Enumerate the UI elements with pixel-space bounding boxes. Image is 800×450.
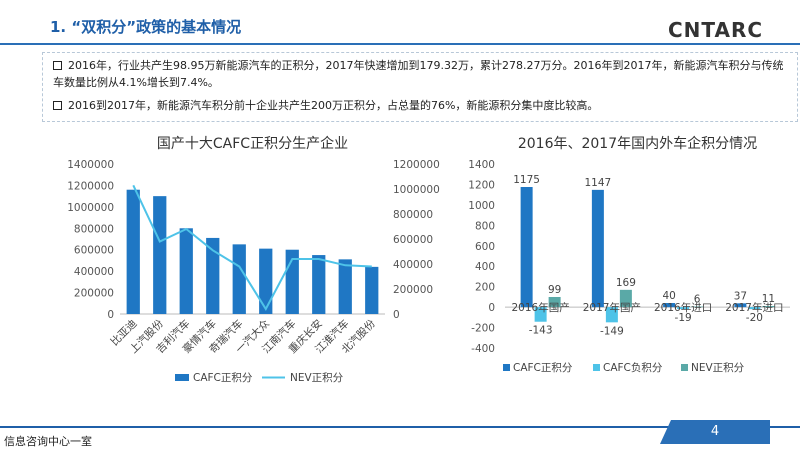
left-axis-tick-label: 400000 xyxy=(74,266,114,278)
summary-box: 2016年，行业共产生98.95万新能源汽车的正积分，2017年快速增加到179… xyxy=(42,52,798,122)
y-axis-tick-label: 0 xyxy=(488,302,495,314)
footer-department: 信息咨询中心一室 xyxy=(4,435,92,448)
credit-data-label: 6 xyxy=(694,293,701,305)
left-axis-tick-label: 1400000 xyxy=(67,159,114,171)
left-axis-tick-label: 0 xyxy=(107,309,114,321)
credit-data-label: 169 xyxy=(616,277,636,289)
credit-bar xyxy=(663,303,676,308)
left-axis-tick-label: 800000 xyxy=(74,223,114,235)
title-divider xyxy=(0,43,800,45)
legend-nev-label: NEV正积分 xyxy=(290,372,344,384)
cafc-bar xyxy=(259,248,273,314)
bullet-square-icon xyxy=(53,61,62,70)
left-axis-tick-label: 1200000 xyxy=(67,180,114,192)
cafc-bar xyxy=(126,189,140,314)
legend-cafc-swatch xyxy=(175,374,189,381)
cntarc-logo: CNTARC xyxy=(668,18,764,42)
y-axis-tick-label: -200 xyxy=(471,323,495,335)
left-axis-tick-label: 200000 xyxy=(74,288,114,300)
y-axis-tick-label: 600 xyxy=(475,241,495,253)
credit-data-label: -19 xyxy=(675,312,692,324)
credit-data-label: 1175 xyxy=(513,174,540,186)
right-axis-tick-label: 200000 xyxy=(393,284,433,296)
right-axis-tick-label: 0 xyxy=(393,309,400,321)
credit-data-label: -143 xyxy=(529,325,553,337)
x-category-label: 2016年进口 xyxy=(654,301,712,314)
y-axis-tick-label: 800 xyxy=(475,220,495,232)
credit-data-label: 99 xyxy=(548,284,561,296)
cafc-bar xyxy=(206,237,220,314)
y-axis-tick-label: 200 xyxy=(475,282,495,294)
cafc-bar xyxy=(179,228,193,314)
credit-data-label: -20 xyxy=(746,312,763,324)
right-axis-tick-label: 600000 xyxy=(393,234,433,246)
right-axis-tick-label: 400000 xyxy=(393,259,433,271)
x-category-label: 2016年国产 xyxy=(512,301,570,314)
footer-divider xyxy=(0,426,800,428)
cafc-bar xyxy=(338,259,352,314)
credit-bar xyxy=(548,296,561,308)
y-axis-tick-label: 1200 xyxy=(468,179,495,191)
credit-bar xyxy=(677,307,690,310)
x-category-label: 2017年国产 xyxy=(583,301,641,314)
domestic-import-credit-chart: 2016年、2017年国内外车企积分情况 -400 -200 0 200 400 600 80… xyxy=(468,135,790,374)
right-axis-tick-label: 800000 xyxy=(393,209,433,221)
bullet-square-icon xyxy=(53,101,62,110)
credit-bar xyxy=(605,307,618,323)
summary-bullet-1-text: 2016年，行业共产生98.95万新能源汽车的正积分，2017年快速增加到179… xyxy=(53,59,784,89)
left-axis-tick-label: 600000 xyxy=(74,245,114,257)
credit-bar xyxy=(534,307,547,322)
credit-data-label: 37 xyxy=(734,290,747,302)
legend-swatch xyxy=(681,364,688,371)
cafc-bar xyxy=(365,266,379,314)
nev-line xyxy=(132,184,372,312)
credit-data-label: 40 xyxy=(662,290,675,302)
credit-data-label: 11 xyxy=(762,293,775,305)
credit-bar xyxy=(762,305,775,308)
x-category-label: 2017年进口 xyxy=(725,301,783,314)
credit-bar xyxy=(520,187,533,308)
legend-label: CAFC负积分 xyxy=(603,361,663,374)
page-number: 4 xyxy=(660,420,770,444)
cafc-top10-chart: 国产十大CAFC正积分生产企业 0 200000 400000 600000 800000… xyxy=(67,135,440,384)
y-axis-tick-label: -400 xyxy=(471,343,495,355)
cafc-bar xyxy=(153,196,167,314)
legend-swatch xyxy=(503,364,510,371)
legend-swatch xyxy=(593,364,600,371)
credit-bar xyxy=(748,307,761,310)
y-axis-tick-label: 400 xyxy=(475,261,495,273)
left-axis-tick-label: 1000000 xyxy=(67,202,114,214)
y-axis-tick-label: 1400 xyxy=(468,159,495,171)
chart-title: 国产十大CAFC正积分生产企业 xyxy=(157,135,348,152)
legend-label: NEV正积分 xyxy=(691,362,745,374)
credit-data-label: -149 xyxy=(600,325,624,337)
right-axis-tick-label: 1200000 xyxy=(393,159,440,171)
legend-label: CAFC正积分 xyxy=(513,362,573,374)
credit-bar xyxy=(619,289,632,308)
y-axis-tick-label: 1000 xyxy=(468,200,495,212)
chart-title: 2016年、2017年国内外车企积分情况 xyxy=(518,135,757,152)
summary-bullet-2: 2016到2017年，新能源汽车积分前十企业共产生200万正积分，占总量的76%… xyxy=(53,97,791,114)
credit-bar xyxy=(591,189,604,308)
legend-cafc-label: CAFC正积分 xyxy=(193,372,253,384)
credit-bar xyxy=(691,306,704,308)
cafc-bar xyxy=(232,244,246,314)
right-axis-tick-label: 1000000 xyxy=(393,184,440,196)
slide-title: 1. “双积分”政策的基本情况 xyxy=(50,18,242,36)
summary-bullet-1: 2016年，行业共产生98.95万新能源汽车的正积分，2017年快速增加到179… xyxy=(53,57,791,91)
summary-bullet-2-text: 2016到2017年，新能源汽车积分前十企业共产生200万正积分，占总量的76%… xyxy=(68,99,599,112)
credit-bar xyxy=(734,303,747,308)
cafc-bar xyxy=(312,255,326,314)
credit-data-label: 1147 xyxy=(585,177,612,189)
